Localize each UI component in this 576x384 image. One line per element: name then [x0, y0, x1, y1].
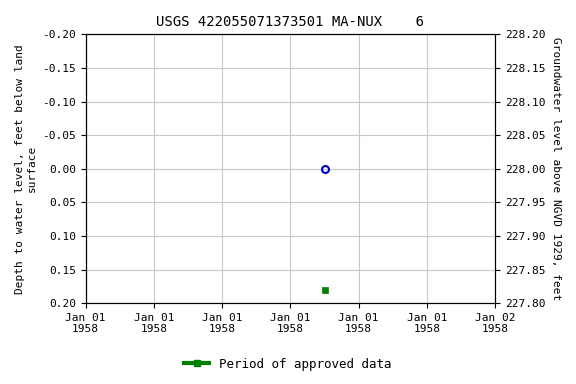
Legend: Period of approved data: Period of approved data	[179, 353, 397, 376]
Y-axis label: Depth to water level, feet below land
surface: Depth to water level, feet below land su…	[15, 44, 37, 294]
Y-axis label: Groundwater level above NGVD 1929, feet: Groundwater level above NGVD 1929, feet	[551, 37, 561, 300]
Title: USGS 422055071373501 MA-NUX    6: USGS 422055071373501 MA-NUX 6	[157, 15, 425, 29]
